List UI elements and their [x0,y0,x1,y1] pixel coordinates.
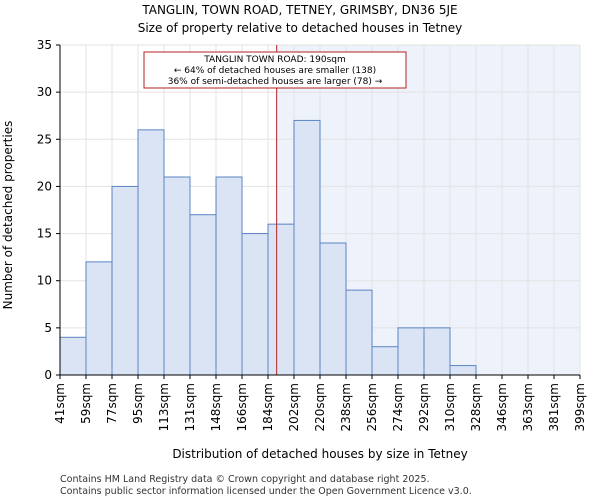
x-tick-label: 238sqm [339,383,353,431]
x-tick-label: 363sqm [521,383,535,431]
annotation-box: TANGLIN TOWN ROAD: 190sqm ← 64% of detac… [143,51,407,89]
histogram-bar [371,346,399,376]
x-tick-label: 148sqm [209,383,223,431]
histogram-bar [293,119,321,376]
footer-line-1: Contains HM Land Registry data © Crown c… [60,474,430,485]
y-tick-label: 35 [37,38,52,52]
x-tick-label: 381sqm [547,383,561,431]
x-tick-label: 166sqm [235,383,249,431]
histogram-bar [319,242,347,376]
x-tick-label: 399sqm [573,383,587,431]
annotation-line-3: 36% of semi-detached houses are larger (… [168,77,383,87]
y-axis-label: Number of detached properties [1,121,15,310]
y-tick-label: 30 [37,85,52,99]
annotation-line-1: TANGLIN TOWN ROAD: 190sqm [203,55,346,65]
x-tick-label: 184sqm [261,383,275,431]
x-tick-label: 113sqm [157,383,171,431]
x-tick-label: 77sqm [105,383,119,424]
x-tick-label: 346sqm [495,383,509,431]
histogram-bar [111,185,139,376]
histogram-bar [449,365,477,376]
y-tick-label: 5 [44,321,52,335]
x-tick-label: 41sqm [53,383,67,424]
y-tick-label: 20 [37,179,52,193]
histogram-bar [137,129,165,376]
x-tick-label: 256sqm [365,383,379,431]
x-axis-label: Distribution of detached houses by size … [172,447,467,461]
histogram-bar [59,336,87,376]
annotation-line-2: ← 64% of detached houses are smaller (13… [174,66,376,76]
histogram-bar [85,261,113,376]
x-tick-label: 95sqm [131,383,145,424]
histogram-bar [423,327,451,376]
footer-line-2: Contains public sector information licen… [60,486,472,497]
histogram-bar [215,176,243,376]
chart-title: TANGLIN, TOWN ROAD, TETNEY, GRIMSBY, DN3… [141,3,457,17]
x-tick-label: 131sqm [183,383,197,431]
y-tick-label: 10 [37,274,52,288]
x-tick-label: 220sqm [313,383,327,431]
histogram-bar [241,233,269,376]
histogram-bar [163,176,191,376]
histogram-bar [397,327,425,376]
x-tick-label: 202sqm [287,383,301,431]
histogram-bar [189,214,217,376]
y-tick-label: 15 [37,227,52,241]
x-tick-label: 59sqm [79,383,93,424]
x-tick-label: 274sqm [391,383,405,431]
histogram-bar [345,289,373,376]
x-tick-label: 310sqm [443,383,457,431]
chart-subtitle: Size of property relative to detached ho… [138,21,463,35]
x-tick-label: 292sqm [417,383,431,431]
y-tick-label: 0 [44,368,52,382]
x-tick-label: 328sqm [469,383,483,431]
histogram-bar [267,223,295,376]
y-tick-label: 25 [37,132,52,146]
